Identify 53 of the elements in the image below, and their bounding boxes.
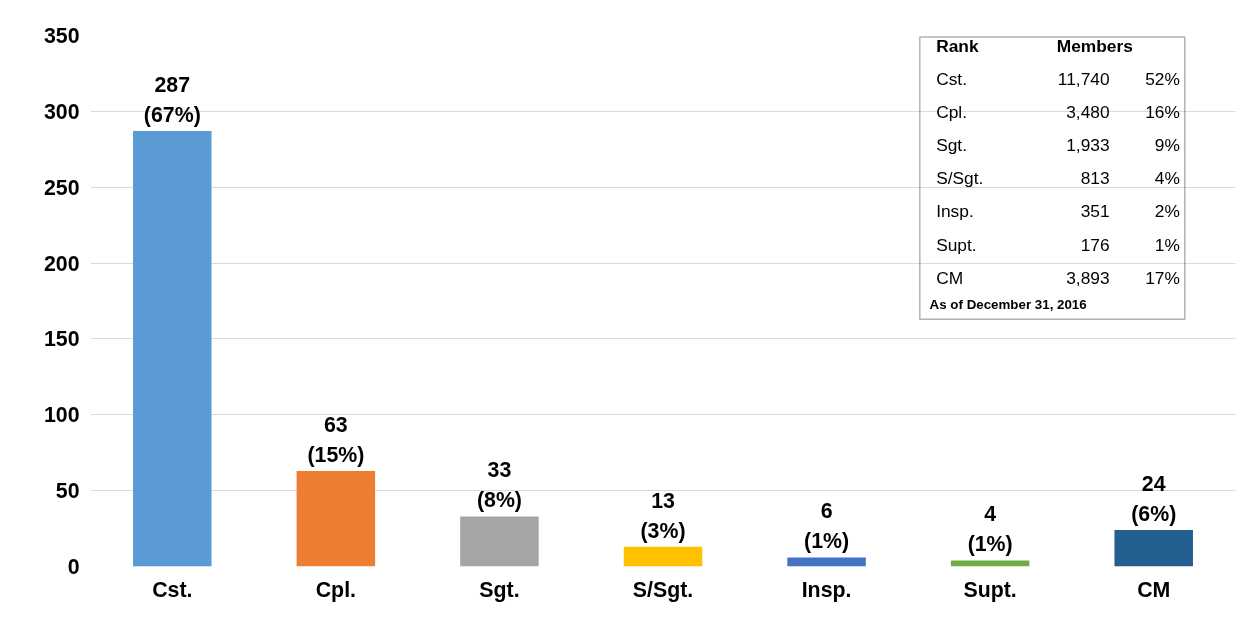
x-tick-label: Sgt.: [479, 577, 520, 602]
data-label: 13 (3%): [640, 488, 686, 543]
annotation: Cst.: [936, 69, 967, 90]
annotation: 16%: [1145, 102, 1180, 123]
x-tick-label: Cst.: [152, 577, 193, 602]
data-label: 4 (1%): [967, 502, 1013, 557]
data-label: 63 (15%): [307, 412, 365, 467]
bar: [133, 131, 212, 567]
x-tick-label: CM: [1137, 577, 1171, 602]
y-tick-label: 50: [55, 479, 80, 504]
bar: [296, 470, 376, 567]
annotation: 11,740: [1057, 69, 1110, 90]
annotation: Supt.: [936, 234, 977, 255]
y-tick-label: 150: [43, 327, 80, 352]
y-tick-label: 0: [67, 555, 80, 579]
data-label: 24 (6%): [1131, 472, 1177, 527]
annotation: 1%: [1154, 234, 1180, 255]
annotation: 1,933: [1066, 135, 1110, 156]
annotation: 9%: [1154, 135, 1180, 156]
bar: [1114, 530, 1193, 567]
annotation: 813: [1080, 168, 1110, 189]
y-tick-label: 350: [43, 24, 80, 48]
x-tick-label: S/Sgt.: [632, 577, 694, 602]
annotation: 351: [1080, 201, 1110, 222]
y-tick-label: 100: [43, 403, 80, 428]
annotation: Rank: [936, 36, 979, 57]
annotation: As of December 31, 2016: [929, 297, 1087, 313]
annotation: CM: [936, 267, 964, 288]
annotation: Members: [1056, 36, 1133, 57]
data-label: 6 (1%): [804, 499, 850, 554]
annotation: 3,480: [1066, 102, 1110, 123]
x-tick-label: Cpl.: [315, 577, 357, 602]
x-tick-label: Insp.: [801, 577, 852, 602]
annotation: 2%: [1154, 201, 1180, 222]
y-tick-label: 200: [43, 251, 80, 276]
bar: [623, 546, 703, 567]
data-label: 287 (67%): [143, 73, 201, 128]
annotation: 3,893: [1066, 267, 1110, 288]
annotation: 4%: [1154, 168, 1180, 189]
y-tick-label: 300: [43, 99, 80, 124]
annotation: Sgt.: [936, 135, 967, 156]
bar: [460, 516, 539, 567]
annotation: Insp.: [936, 201, 974, 222]
annotation: 176: [1080, 234, 1110, 255]
x-tick-label: Supt.: [963, 577, 1017, 602]
y-tick-label: 250: [43, 175, 80, 200]
data-label: 33 (8%): [476, 458, 522, 513]
bar: [950, 560, 1030, 567]
annotation: 17%: [1145, 267, 1180, 288]
bar: [787, 557, 866, 567]
annotation: Cpl.: [936, 102, 967, 123]
annotation: 52%: [1145, 69, 1180, 90]
annotation: S/Sgt.: [936, 168, 984, 189]
